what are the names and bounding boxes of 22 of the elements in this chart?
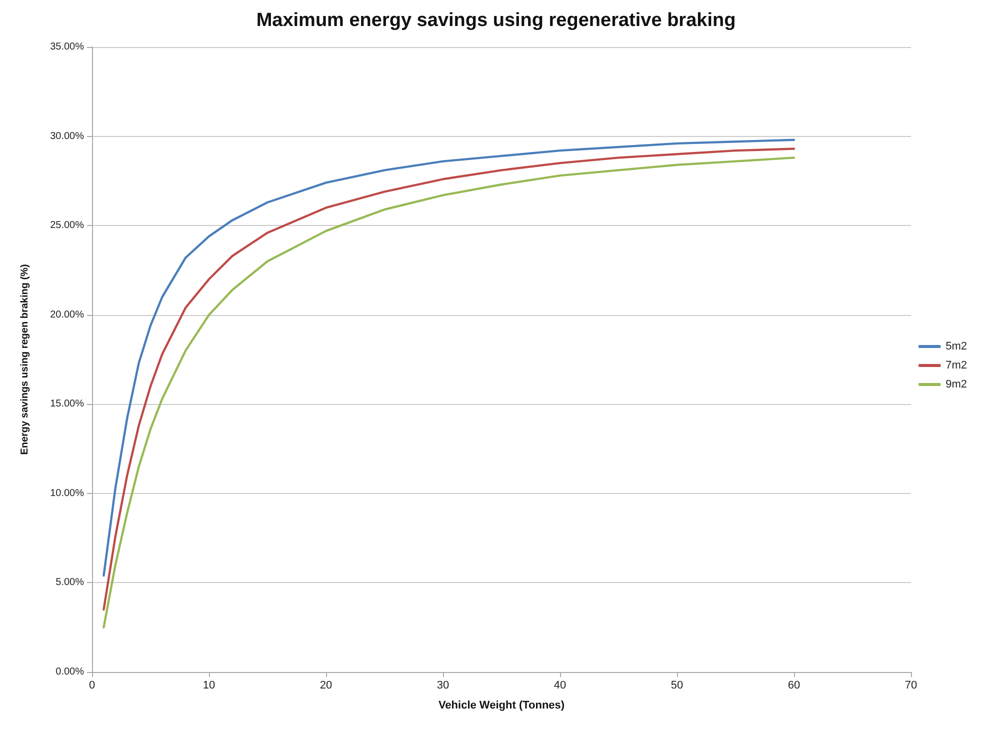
x-axis-title: Vehicle Weight (Tonnes)	[438, 700, 565, 712]
legend-label: 9m2	[946, 378, 968, 390]
x-tick-label: 50	[670, 680, 684, 692]
x-tick-label: 30	[436, 680, 450, 692]
y-tick-label: 30.00%	[50, 130, 84, 142]
y-tick-label: 20.00%	[50, 309, 84, 320]
x-tick-label: 60	[788, 680, 800, 692]
x-tick-label: 10	[202, 680, 216, 692]
x-tick-label: 0	[88, 680, 96, 692]
x-tick-label: 40	[554, 680, 566, 692]
y-tick-label: 15.00%	[50, 398, 84, 410]
y-tick-label: 25.00%	[50, 220, 84, 232]
x-tick-label: 70	[904, 680, 918, 692]
y-axis-title: Energy savings using regen braking (%)	[20, 264, 30, 455]
legend-label: 7m2	[946, 360, 968, 372]
legend-label: 5m2	[946, 340, 968, 352]
chart-title: Maximum energy savings using regenerative braking	[256, 10, 736, 31]
y-tick-label: 5.00%	[56, 577, 84, 588]
x-tick-label: 20	[320, 680, 332, 692]
y-tick-label: 35.00%	[50, 42, 84, 52]
y-tick-label: 0.00%	[56, 666, 84, 678]
y-tick-label: 10.00%	[50, 488, 84, 499]
